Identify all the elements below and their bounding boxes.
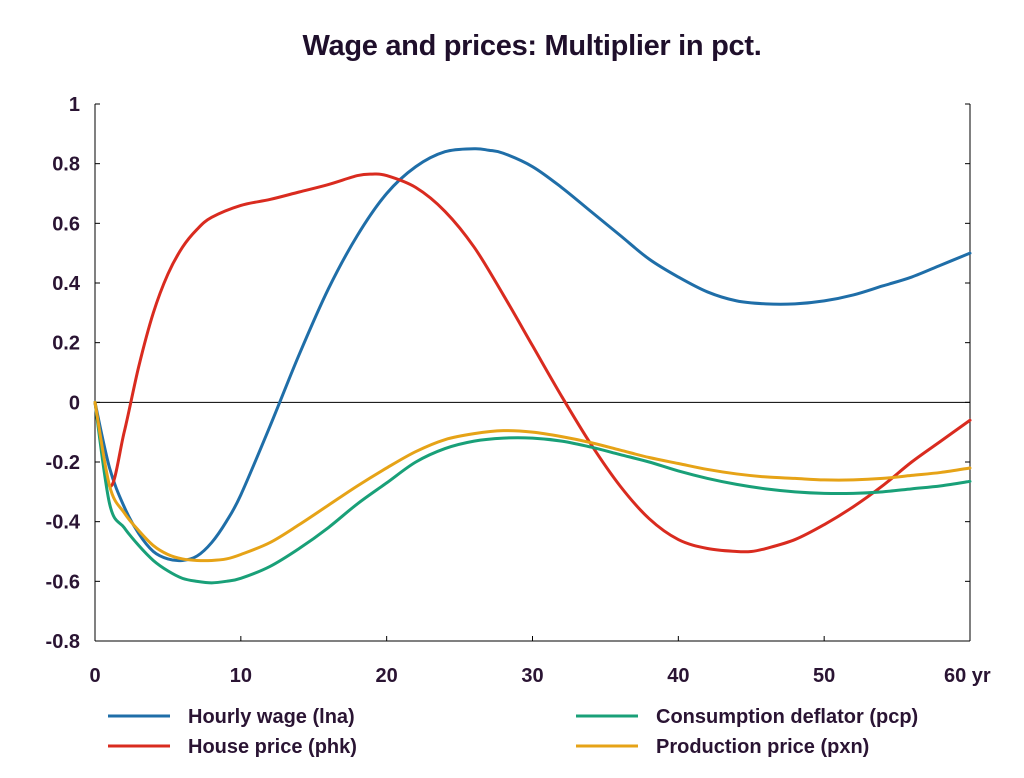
y-tick-label: 0.2 — [52, 333, 80, 355]
y-tick-label: -0.2 — [46, 452, 80, 474]
tick-labels: 1 0.8 0.6 0.4 0.2 0 -0.2 -0.4 -0.6 -0.8 0 10 20 30 40 5… — [46, 94, 991, 687]
y-tick-label: -0.4 — [46, 512, 81, 534]
y-tick-label: 1 — [69, 94, 80, 116]
y-tick-label: 0 — [69, 392, 80, 414]
legend-label-consumption-deflator-pcp: Consumption deflator (pcp) — [656, 706, 918, 728]
chart-title: Wage and prices: Multiplier in pct. — [302, 30, 762, 62]
y-tick-label: 0.6 — [52, 213, 80, 235]
series-line-house-price-phk — [93, 172, 972, 554]
y-tick-label: 0.4 — [52, 273, 81, 295]
x-tick-label: 60 yr — [944, 665, 991, 687]
series-layer — [93, 147, 972, 585]
x-tick-label: 30 — [521, 665, 543, 687]
legend-label-house-price-phk: House price (phk) — [188, 736, 357, 758]
axes-layer — [94, 103, 971, 642]
y-tick-label: 0.8 — [52, 154, 80, 176]
x-tick-label: 10 — [230, 665, 252, 687]
legend-label-production-price-pxn: Production price (pxn) — [656, 736, 869, 758]
legend: Hourly wage (lna) House price (phk) Consum… — [108, 706, 918, 758]
x-tick-label: 40 — [667, 665, 689, 687]
x-tick-label: 0 — [89, 665, 100, 687]
series-line-production-price-pxn — [93, 400, 972, 563]
x-tick-label: 20 — [376, 665, 398, 687]
legend-label-hourly-wage-lna: Hourly wage (lna) — [188, 706, 355, 728]
x-tick-label: 50 — [813, 665, 835, 687]
y-tick-label: -0.8 — [46, 631, 80, 653]
series-line-consumption-deflator-pcp — [93, 400, 972, 585]
y-tick-label: -0.6 — [46, 571, 80, 593]
